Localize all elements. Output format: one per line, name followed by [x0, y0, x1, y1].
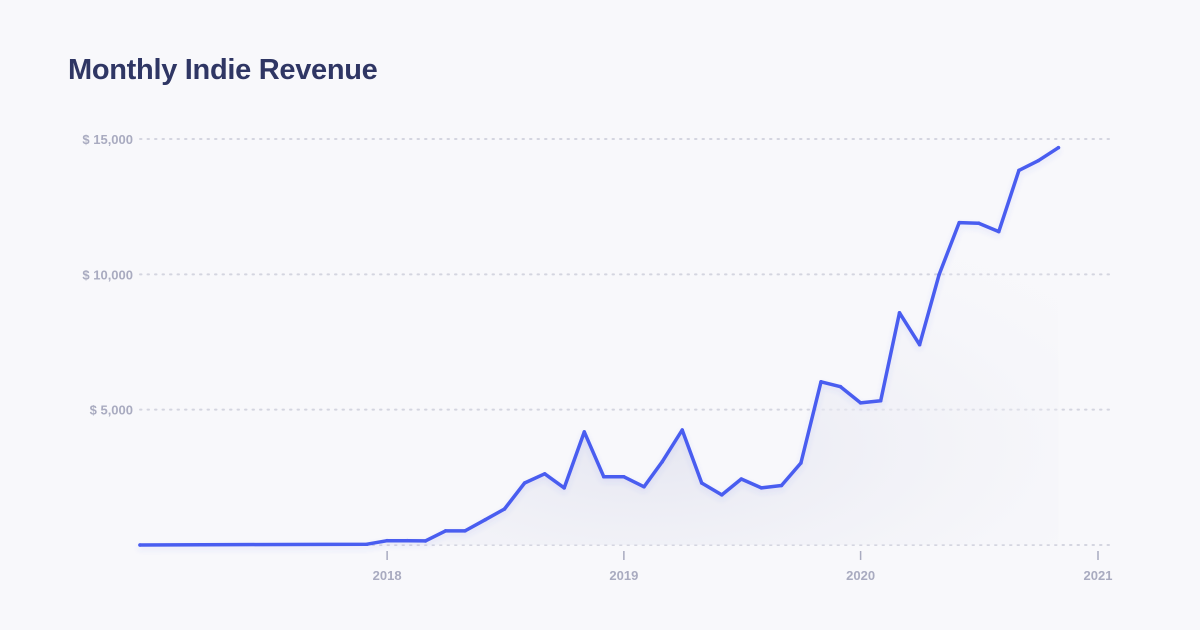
data-point-2018-07-01: [502, 507, 507, 511]
data-point-2020-11-01: [1056, 145, 1061, 150]
data-point-2020-02-01: [878, 398, 883, 403]
data-point-2019-10-01: [799, 461, 803, 465]
data-point-2018-05-01: [463, 529, 467, 533]
data-point-2020-09-01: [1017, 168, 1021, 173]
data-point-2020-04-01: [917, 342, 922, 347]
data-point-2019-06-01: [720, 493, 724, 497]
data-point-2018-04-01: [443, 529, 448, 533]
data-point-2018-09-01: [542, 472, 547, 476]
data-point-2019-02-01: [642, 485, 646, 489]
data-point-2019-01-01: [622, 475, 626, 479]
data-point-2020-03-01: [897, 311, 902, 315]
y-tick-label: $ 15,000: [82, 132, 133, 147]
data-point-2017-12-01: [365, 542, 369, 546]
x-tick-label: 2020: [846, 568, 875, 583]
y-tick-label: $ 10,000: [82, 267, 133, 282]
data-point-2018-06-01: [483, 518, 487, 522]
data-point-2019-08-01: [759, 486, 764, 490]
data-point-2020-08-01: [997, 229, 1001, 234]
data-point-2018-03-01: [423, 539, 428, 543]
x-tick-label: 2018: [373, 568, 402, 583]
x-tick-label: 2019: [609, 568, 638, 583]
y-tick-label: $ 5,000: [90, 403, 133, 418]
x-tick-label: 2021: [1084, 568, 1113, 583]
data-point-2019-05-01: [699, 481, 704, 485]
data-point-2019-12-01: [838, 384, 843, 389]
data-point-2016-12-16: [138, 543, 142, 547]
data-point-2018-08-01: [522, 481, 527, 485]
data-point-2018-11-01: [582, 430, 587, 434]
data-point-2018-02-01: [405, 538, 409, 543]
data-point-2018-10-01: [562, 486, 566, 490]
data-point-2020-07-01: [976, 221, 981, 225]
data-point-2019-03-01: [660, 460, 664, 464]
data-point-2020-05-01: [937, 272, 941, 277]
data-point-2018-12-01: [602, 475, 606, 479]
data-point-2019-07-01: [739, 477, 744, 481]
chart-title: Monthly Indie Revenue: [68, 54, 378, 86]
data-point-2019-09-01: [779, 483, 784, 488]
data-point-2018-01-01: [385, 538, 389, 543]
data-point-2020-01-01: [858, 401, 863, 405]
data-point-2020-10-01: [1036, 158, 1041, 163]
data-point-2020-06-01: [957, 220, 961, 225]
data-point-2019-04-01: [680, 428, 684, 432]
data-point-2019-11-01: [819, 380, 823, 384]
revenue-area: [140, 147, 1059, 545]
